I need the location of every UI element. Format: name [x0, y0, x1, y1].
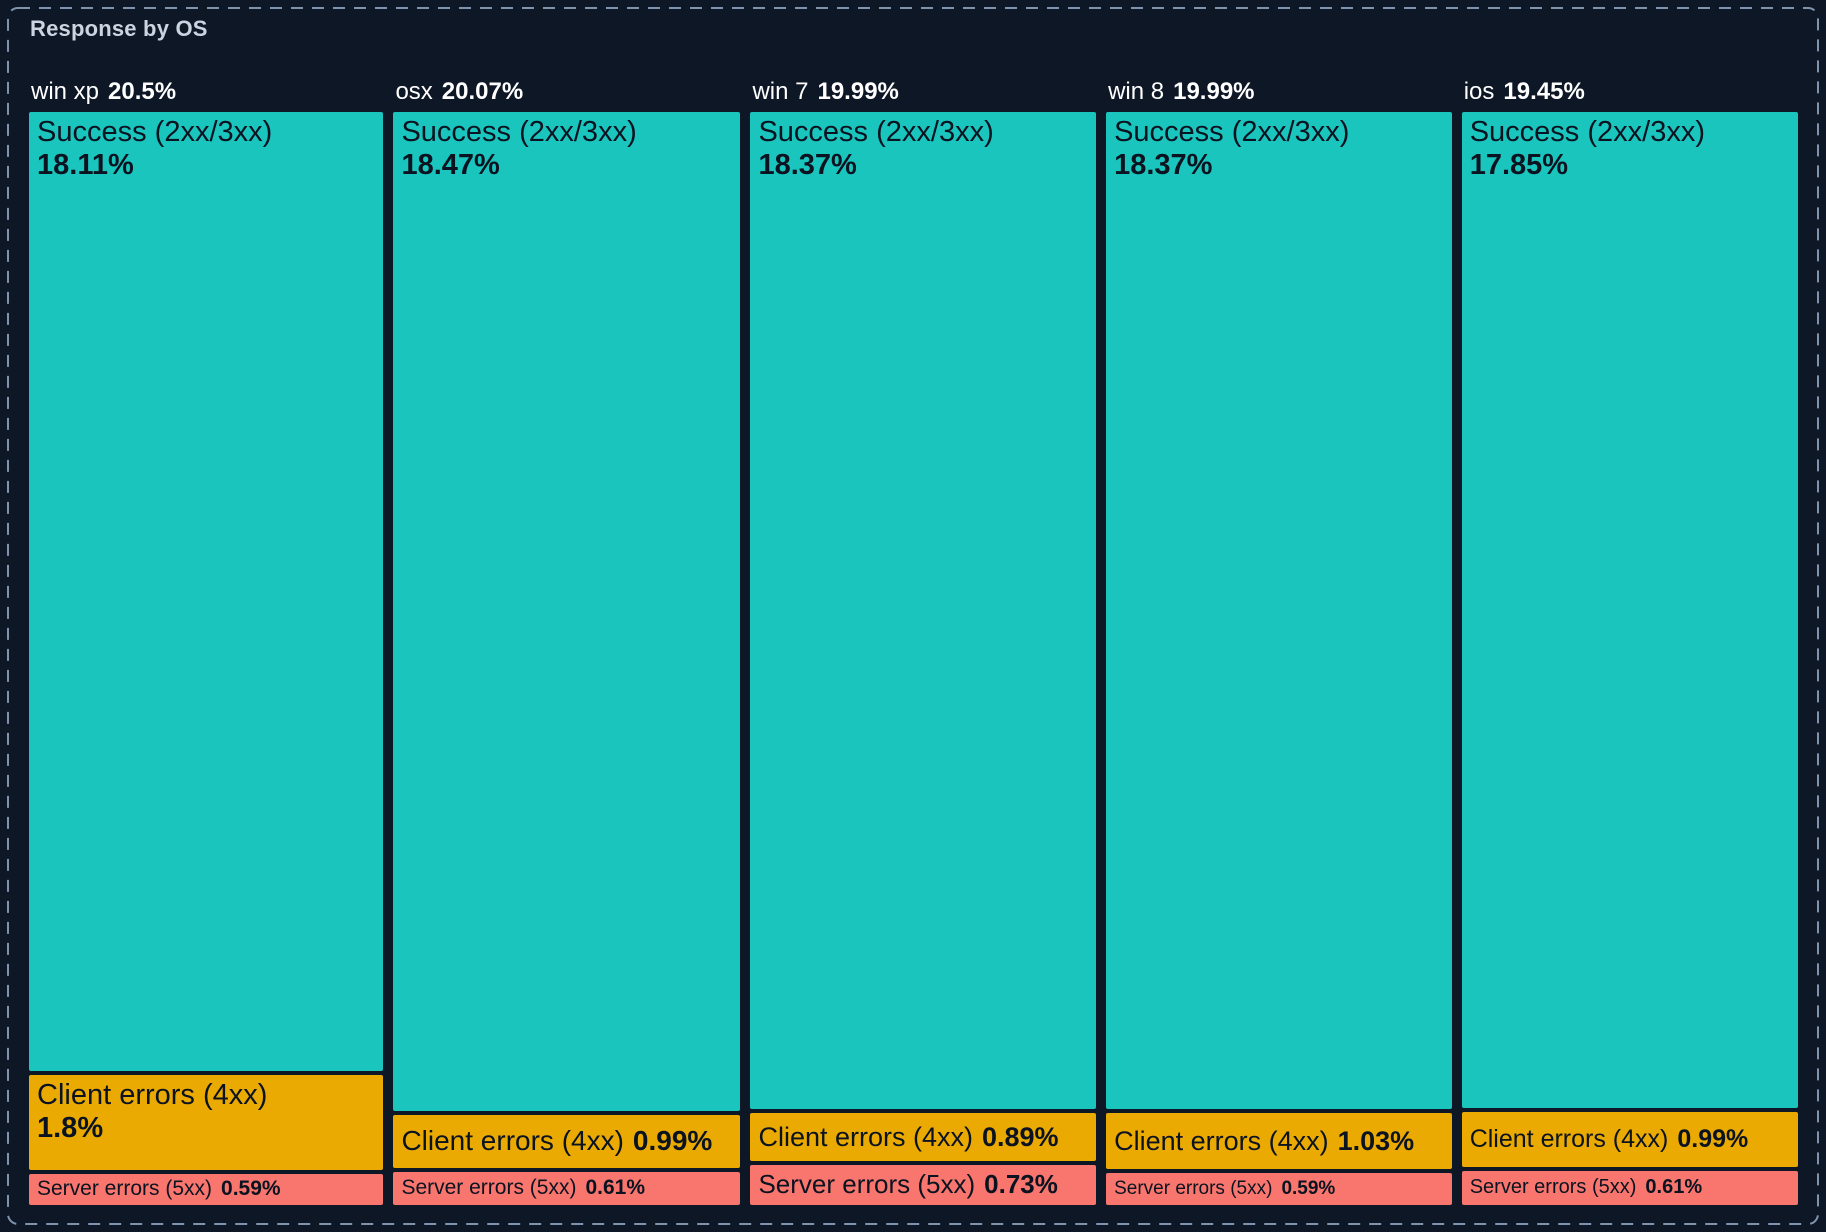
cell-category-label: Client errors (4xx) — [758, 1121, 973, 1152]
os-total-percent: 20.07% — [441, 78, 524, 105]
os-name: win 8 — [1108, 78, 1165, 105]
treemap-cell-client-win-7[interactable]: Client errors (4xx) 0.89% — [750, 1113, 1097, 1162]
cell-category-label: Server errors (5xx) — [758, 1169, 976, 1200]
cell-percent-value: 0.59% — [221, 1177, 281, 1201]
cell-label: Client errors (4xx) 1.8% — [29, 1075, 383, 1150]
cell-percent-value: 0.61% — [1645, 1176, 1703, 1199]
column-header-ios[interactable]: ios 19.45% — [1462, 64, 1798, 112]
cell-category-label: Success (2xx/3xx) — [401, 116, 637, 148]
cell-category-label: Client errors (4xx) — [401, 1125, 624, 1157]
cell-label: Success (2xx/3xx) 18.37% — [750, 112, 1096, 187]
os-name: osx — [395, 78, 433, 105]
cell-category-label: Client errors (4xx) — [1114, 1125, 1329, 1156]
treemap-cell-client-win-8[interactable]: Client errors (4xx) 1.03% — [1106, 1113, 1452, 1169]
cell-category-label: Success (2xx/3xx) — [37, 116, 273, 148]
treemap: win xp 20.5% Success (2xx/3xx) 18.11% Client… — [29, 64, 1798, 1206]
os-name: win 7 — [752, 78, 809, 105]
treemap-cell-server-win-xp[interactable]: Server errors (5xx) 0.59% — [29, 1173, 384, 1205]
cell-percent-value: 18.37% — [1114, 149, 1213, 182]
cell-label: Client errors (4xx) 0.99% — [1462, 1125, 1757, 1154]
cell-category-label: Server errors (5xx) — [37, 1177, 213, 1201]
cell-percent-value: 18.47% — [401, 149, 500, 182]
cell-percent-value: 17.85% — [1469, 149, 1569, 182]
cell-label: Success (2xx/3xx) 18.37% — [1106, 112, 1452, 187]
cell-percent-value: 0.99% — [1677, 1124, 1749, 1153]
cell-label: Client errors (4xx) 0.89% — [750, 1122, 1066, 1153]
cell-category-label: Client errors (4xx) — [1469, 1124, 1669, 1153]
cell-percent-value: 0.59% — [1281, 1178, 1336, 1200]
os-name: ios — [1463, 78, 1495, 105]
cell-percent-value: 0.61% — [585, 1176, 646, 1200]
cell-category-label: Client errors (4xx) — [37, 1078, 268, 1111]
treemap-column-win-xp: win xp 20.5% Success (2xx/3xx) 18.11% Client… — [29, 64, 384, 1205]
treemap-cell-success-win-7[interactable]: Success (2xx/3xx) 18.37% — [750, 112, 1097, 1110]
cell-category-label: Server errors (5xx) — [1469, 1176, 1637, 1199]
treemap-column-win-7: win 7 19.99% Success (2xx/3xx) 18.37% Client… — [750, 64, 1097, 1206]
column-body: Success (2xx/3xx) 18.37% Client errors (4x… — [750, 112, 1097, 1206]
os-total-percent: 19.45% — [1503, 78, 1585, 105]
cell-label: Server errors (5xx) 0.59% — [29, 1177, 289, 1201]
cell-label: Client errors (4xx) 0.99% — [393, 1125, 720, 1157]
cell-percent-value: 0.73% — [984, 1169, 1058, 1200]
column-body: Success (2xx/3xx) 17.85% Client errors (4x… — [1461, 112, 1798, 1205]
cell-category-label: Success (2xx/3xx) — [1469, 116, 1705, 148]
column-header-win-xp[interactable]: win xp 20.5% — [29, 64, 383, 112]
cell-label: Server errors (5xx) 0.61% — [1462, 1176, 1710, 1199]
treemap-cell-server-ios[interactable]: Server errors (5xx) 0.61% — [1461, 1170, 1798, 1205]
cell-category-label: Success (2xx/3xx) — [758, 116, 994, 148]
cell-label: Client errors (4xx) 1.03% — [1106, 1126, 1422, 1157]
cell-percent-value: 18.37% — [758, 149, 857, 182]
cell-label: Server errors (5xx) 0.73% — [750, 1169, 1065, 1200]
treemap-cell-server-win-7[interactable]: Server errors (5xx) 0.73% — [750, 1165, 1097, 1206]
cell-label: Success (2xx/3xx) 18.47% — [393, 112, 740, 187]
treemap-cell-server-osx[interactable]: Server errors (5xx) 0.61% — [393, 1172, 741, 1205]
treemap-cell-client-osx[interactable]: Client errors (4xx) 0.99% — [393, 1114, 741, 1169]
cell-category-label: Server errors (5xx) — [401, 1176, 577, 1200]
cell-percent-value: 18.11% — [37, 149, 134, 182]
treemap-column-osx: osx 20.07% Success (2xx/3xx) 18.47% Client e… — [393, 64, 741, 1205]
cell-label: Server errors (5xx) 0.61% — [393, 1176, 653, 1200]
column-header-win-7[interactable]: win 7 19.99% — [750, 64, 1096, 112]
treemap-cell-success-ios[interactable]: Success (2xx/3xx) 17.85% — [1461, 112, 1798, 1108]
column-header-osx[interactable]: osx 20.07% — [393, 64, 740, 112]
column-body: Success (2xx/3xx) 18.11% Client errors (4x… — [29, 112, 384, 1205]
column-body: Success (2xx/3xx) 18.37% Client errors (4x… — [1106, 112, 1452, 1206]
treemap-cell-client-win-xp[interactable]: Client errors (4xx) 1.8% — [29, 1074, 384, 1170]
treemap-column-ios: ios 19.45% Success (2xx/3xx) 17.85% Client e… — [1461, 64, 1798, 1205]
cell-label: Server errors (5xx) 0.59% — [1106, 1178, 1343, 1200]
cell-percent-value: 1.8% — [37, 1111, 104, 1144]
cell-label: Success (2xx/3xx) 18.11% — [29, 112, 383, 187]
treemap-cell-success-win-8[interactable]: Success (2xx/3xx) 18.37% — [1106, 112, 1452, 1110]
treemap-cell-client-ios[interactable]: Client errors (4xx) 0.99% — [1461, 1111, 1798, 1167]
column-body: Success (2xx/3xx) 18.47% Client errors (4x… — [393, 112, 741, 1205]
cell-percent-value: 0.99% — [632, 1125, 713, 1157]
cell-category-label: Success (2xx/3xx) — [1114, 116, 1350, 148]
treemap-cell-success-osx[interactable]: Success (2xx/3xx) 18.47% — [393, 112, 741, 1111]
treemap-column-win-8: win 8 19.99% Success (2xx/3xx) 18.37% Client… — [1106, 64, 1452, 1206]
cell-label: Success (2xx/3xx) 17.85% — [1462, 112, 1798, 187]
os-name: win xp — [31, 78, 100, 105]
cell-percent-value: 1.03% — [1337, 1125, 1415, 1156]
os-total-percent: 19.99% — [817, 78, 899, 105]
os-total-percent: 19.99% — [1173, 78, 1255, 105]
treemap-cell-server-win-8[interactable]: Server errors (5xx) 0.59% — [1106, 1172, 1452, 1206]
cell-percent-value: 0.89% — [982, 1121, 1059, 1152]
cell-category-label: Server errors (5xx) — [1114, 1178, 1273, 1200]
column-header-win-8[interactable]: win 8 19.99% — [1106, 64, 1452, 112]
treemap-cell-success-win-xp[interactable]: Success (2xx/3xx) 18.11% — [29, 112, 384, 1071]
panel-title: Response by OS — [30, 16, 208, 41]
os-total-percent: 20.5% — [108, 78, 177, 105]
